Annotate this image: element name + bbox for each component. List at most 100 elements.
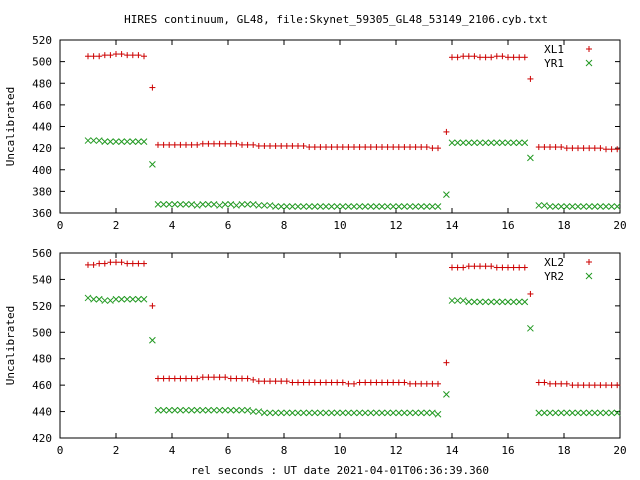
data-point-yr2	[602, 409, 610, 417]
data-point-xl1	[527, 75, 534, 82]
data-point-xl1	[390, 144, 397, 151]
y-axis-label: Uncalibrated	[4, 306, 17, 385]
data-point-xl1	[289, 142, 296, 149]
data-point-yr1	[557, 203, 565, 210]
data-point-xl2	[129, 260, 136, 267]
data-point-yr1	[613, 203, 621, 210]
data-point-xl2	[505, 264, 511, 271]
data-point-yr1	[165, 200, 173, 208]
data-point-xl2	[390, 379, 397, 386]
data-point-yr1	[510, 139, 517, 147]
data-point-yr2	[493, 298, 501, 306]
data-point-xl2	[244, 375, 251, 382]
data-point-xl1	[614, 146, 621, 153]
data-point-yr1	[188, 200, 195, 208]
data-point-yr2	[123, 295, 131, 303]
data-point-xl2	[194, 375, 201, 382]
data-point-xl1	[101, 52, 108, 59]
data-point-yr2	[261, 409, 268, 417]
data-point-yr2	[613, 409, 621, 417]
data-point-xl1	[205, 140, 212, 147]
data-point-yr1	[135, 138, 142, 145]
data-point-xl1	[155, 141, 161, 148]
data-point-xl1	[96, 53, 103, 60]
data-point-xl2	[334, 379, 341, 386]
data-point-yr1	[118, 138, 125, 145]
data-point-yr1	[101, 138, 109, 145]
data-point-yr2	[412, 409, 419, 417]
x-tick-label: 14	[445, 444, 459, 457]
data-point-yr2	[277, 409, 285, 417]
data-point-yr2	[350, 409, 358, 417]
data-point-xl1	[107, 52, 114, 59]
y-tick-label: 500	[32, 326, 52, 339]
data-point-xl1	[541, 144, 548, 151]
data-point-yr2	[305, 409, 313, 417]
data-point-xl1	[603, 146, 609, 153]
data-point-xl2	[250, 376, 257, 383]
data-point-yr2	[193, 406, 201, 414]
data-point-yr1	[305, 203, 313, 210]
upper-panel: 0 2 4 6 8 10 12 14 16 18 20 360 380 400 420 440 460 480 50…	[4, 34, 627, 232]
x-tick-label: 20	[613, 444, 626, 457]
data-point-xl2	[535, 379, 542, 386]
data-point-xl1	[407, 144, 413, 151]
data-point-yr2	[182, 406, 190, 414]
data-point-xl1	[471, 53, 478, 60]
data-point-xl2	[395, 379, 402, 386]
y-tick-label: 440	[32, 121, 52, 134]
data-point-yr2	[585, 409, 593, 417]
data-point-yr2	[101, 297, 109, 304]
data-point-yr2	[482, 298, 489, 306]
data-point-xl2	[295, 379, 301, 386]
data-point-xl1	[267, 142, 273, 149]
data-point-xl1	[412, 144, 419, 151]
y-axis-label: Uncalibrated	[4, 87, 17, 166]
x-tick-label: 18	[557, 444, 570, 457]
data-point-yr2	[140, 295, 148, 303]
data-point-xl1	[334, 144, 341, 151]
x-tick-label: 0	[57, 219, 64, 232]
data-point-xl2	[367, 379, 374, 386]
y-tick-label: 460	[32, 379, 52, 392]
data-point-yr1	[378, 203, 386, 210]
y-tick-label: 560	[32, 247, 52, 260]
data-point-yr2	[322, 409, 330, 417]
data-point-xl1	[362, 144, 369, 151]
data-point-xl1	[505, 54, 511, 61]
data-point-yr1	[527, 154, 534, 162]
data-point-xl1	[580, 145, 587, 152]
y-tick-label: 540	[32, 273, 52, 286]
data-point-yr1	[289, 203, 296, 210]
data-point-xl1	[160, 141, 167, 148]
data-point-yr2	[569, 409, 576, 417]
data-point-xl2	[300, 379, 307, 386]
data-point-xl1	[482, 54, 489, 61]
data-point-yr1	[597, 203, 604, 210]
data-point-xl2	[586, 382, 593, 389]
data-point-yr2	[205, 406, 212, 414]
data-point-yr1	[272, 203, 279, 210]
data-point-xl1	[222, 140, 229, 147]
data-point-xl2	[317, 379, 324, 386]
data-point-yr1	[591, 203, 599, 210]
data-point-yr1	[261, 202, 268, 209]
data-point-yr2	[149, 336, 156, 344]
data-point-yr1	[210, 200, 218, 208]
data-point-yr2	[311, 409, 319, 417]
data-point-yr2	[129, 295, 137, 303]
data-point-xl2	[261, 378, 268, 385]
data-point-yr2	[294, 409, 302, 417]
x-tick-label: 18	[557, 219, 570, 232]
data-point-xl1	[384, 144, 391, 151]
data-point-yr2	[244, 406, 251, 414]
data-point-yr2	[118, 295, 125, 303]
data-point-xl2	[323, 379, 329, 386]
x-tick-label: 12	[389, 444, 402, 457]
data-point-yr2	[563, 409, 571, 417]
data-point-yr2	[255, 408, 263, 415]
data-point-yr1	[563, 203, 571, 210]
x-tick-label: 2	[113, 219, 120, 232]
data-point-yr2	[328, 409, 335, 417]
data-point-yr1	[339, 203, 347, 210]
